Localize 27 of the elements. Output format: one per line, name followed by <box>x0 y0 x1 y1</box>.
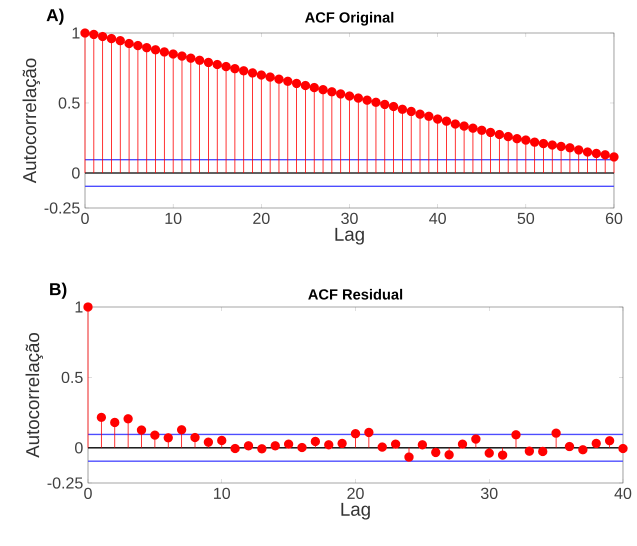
x-tick-label: 30 <box>341 212 358 224</box>
y-tick-label: -0.25 <box>44 202 80 214</box>
y-axis-title: Autocorrelação <box>26 333 43 458</box>
y-tick-label: 0.5 <box>58 97 80 109</box>
text: A) <box>46 8 64 25</box>
x-tick-label: 50 <box>518 212 534 224</box>
chart-title: ACF Residual <box>308 288 402 300</box>
chart-title: ACF Original <box>305 12 394 26</box>
y-axis-title: Autocorrelação <box>22 58 40 184</box>
x-tick-label: 10 <box>214 488 230 500</box>
y-tick-label: 1 <box>76 301 83 312</box>
y-tick-label: 0.5 <box>62 372 83 384</box>
y-tick-label: -0.25 <box>48 477 83 489</box>
x-axis-title: Lag <box>335 228 364 245</box>
x-tick-label: 10 <box>165 212 182 224</box>
y-tick-label: 0 <box>75 442 83 454</box>
text: B) <box>50 282 66 299</box>
x-tick-label: 20 <box>253 212 270 224</box>
x-axis-title: Lag <box>341 502 370 520</box>
y-tick-label: 0 <box>72 167 80 179</box>
x-tick-label: 20 <box>347 488 364 500</box>
x-tick-label: 40 <box>614 488 632 500</box>
y-tick-label: 1 <box>72 27 80 38</box>
x-tick-label: 30 <box>480 488 498 500</box>
x-tick-label: 40 <box>429 212 446 224</box>
x-tick-label: 0 <box>84 488 92 500</box>
x-tick-label: 60 <box>606 212 622 224</box>
